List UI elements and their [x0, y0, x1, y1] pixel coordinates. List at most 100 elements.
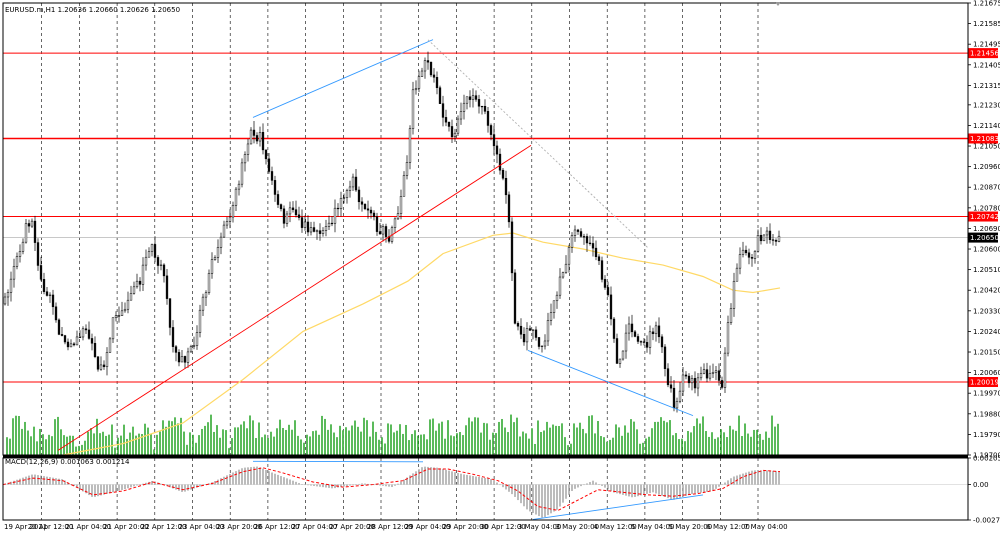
- candle-body: [240, 162, 244, 185]
- macd-histogram-bar: [172, 484, 174, 489]
- macd-histogram-bar: [433, 467, 435, 485]
- candle-body: [33, 220, 37, 243]
- symbol-info: EURUSD.m,H1 1.20636 1.20660 1.20626 1.20…: [5, 6, 180, 14]
- price-tick-label: 1.21675: [973, 0, 1000, 8]
- volume-bar: [96, 418, 98, 455]
- macd-histogram-bar: [115, 484, 117, 492]
- price-tick-label: 1.19790: [973, 431, 1000, 439]
- macd-histogram-bar: [652, 484, 654, 493]
- macd-histogram-bar: [409, 475, 411, 485]
- candle-body: [102, 364, 106, 368]
- candle-body: [585, 236, 589, 244]
- price-panel-frame: [2, 2, 969, 456]
- candle-body: [189, 346, 193, 353]
- candle-body: [114, 315, 118, 318]
- trend-line-channel[interactable]: [527, 349, 694, 417]
- macd-histogram-bar: [481, 477, 483, 485]
- volume-bar: [174, 417, 176, 455]
- macd-histogram-bar: [574, 484, 576, 489]
- macd-histogram-bar: [103, 484, 105, 495]
- macd-histogram-bar: [598, 484, 600, 485]
- volume-bar: [150, 433, 152, 455]
- macd-histogram-bar: [541, 484, 543, 518]
- volume-bar: [459, 432, 461, 455]
- volume-bar: [162, 420, 164, 455]
- price-level-tag: [968, 211, 998, 222]
- volume-bar: [531, 428, 533, 455]
- volume-bar: [24, 421, 26, 455]
- macd-histogram-bar: [193, 484, 195, 489]
- candle-body: [588, 242, 592, 244]
- volume-bar: [102, 431, 104, 455]
- volume-bar: [219, 437, 221, 455]
- candle-body: [627, 323, 631, 334]
- macd-histogram-bar: [625, 484, 627, 496]
- macd-histogram-bar: [10, 481, 12, 485]
- macd-histogram-bar: [610, 484, 612, 492]
- macd-histogram-bar: [514, 484, 516, 497]
- volume-bar: [681, 438, 683, 455]
- candle-body: [300, 217, 304, 228]
- macd-histogram-bar: [274, 473, 276, 485]
- volume-bar: [438, 423, 440, 455]
- volume-bar: [75, 446, 77, 455]
- macd-histogram-bar: [379, 484, 381, 486]
- chart-shift-marker-icon[interactable]: [775, 2, 781, 6]
- candle-body: [381, 226, 385, 235]
- candle-body: [246, 143, 250, 155]
- candle-body: [321, 230, 325, 234]
- candle-body: [561, 272, 565, 278]
- volume-bar: [735, 430, 737, 455]
- candle-body: [105, 352, 109, 368]
- volume-bar: [504, 427, 506, 455]
- candle-body: [591, 243, 595, 249]
- trend-lines[interactable]: [57, 39, 694, 451]
- candle-body: [702, 369, 706, 374]
- macd-trend-line[interactable]: [252, 460, 424, 463]
- volume-bar: [60, 429, 62, 455]
- trend-line-channel[interactable]: [252, 39, 434, 118]
- macd-histogram-bar: [427, 466, 429, 485]
- price-levels[interactable]: 1.21456 1.21083 1.20742 1.20019 1.20650: [3, 48, 999, 387]
- candle-body: [465, 96, 469, 104]
- macd-histogram-bar: [346, 484, 348, 487]
- candle-body: [729, 308, 733, 323]
- candle-body: [639, 341, 643, 343]
- macd-histogram-bar: [460, 473, 462, 485]
- macd-histogram-bar: [670, 484, 672, 500]
- macd-histogram-bar: [244, 467, 246, 485]
- volume-bar: [324, 418, 326, 455]
- candle-body: [777, 235, 781, 242]
- time-tick-label: 23 Apr 20:00: [216, 523, 262, 531]
- macd-histogram-bar: [748, 471, 750, 485]
- volume-bar: [6, 437, 8, 455]
- macd-histogram-bar: [490, 479, 492, 485]
- volume-bar: [204, 425, 206, 455]
- candle-body: [414, 88, 418, 91]
- volume-bar: [744, 423, 746, 455]
- candle-body: [420, 70, 424, 77]
- macd-trend-line[interactable]: [532, 494, 704, 520]
- volume-bar: [762, 439, 764, 455]
- candle-body: [600, 260, 604, 280]
- macd-histogram-bar: [733, 476, 735, 485]
- macd-histogram-bar: [706, 484, 708, 492]
- volume-bar: [585, 433, 587, 455]
- trend-line-dotted[interactable]: [427, 39, 649, 249]
- volume-bar: [270, 431, 272, 455]
- volume-bar: [384, 443, 386, 455]
- candle-body: [399, 196, 403, 214]
- candle-body: [282, 208, 286, 224]
- candle-body: [537, 337, 541, 347]
- trend-line-support[interactable]: [57, 144, 532, 451]
- volume-bar: [651, 428, 653, 455]
- volume-bar: [192, 434, 194, 455]
- current-price-tag: [968, 232, 998, 243]
- macd-histogram-bar: [130, 484, 132, 488]
- macd-histogram-bar: [283, 477, 285, 485]
- macd-histogram-bar: [361, 483, 363, 485]
- time-tick-label: 27 Apr 20:00: [329, 523, 375, 531]
- volume-bar: [123, 424, 125, 455]
